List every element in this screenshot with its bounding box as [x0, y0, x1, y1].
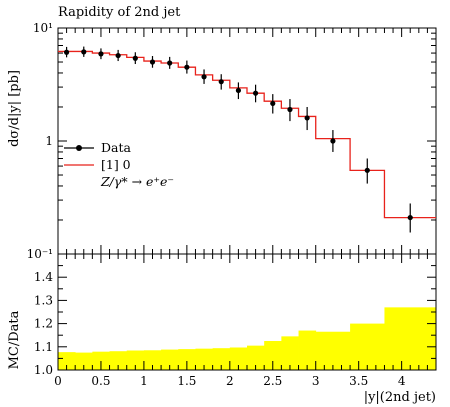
data-marker — [287, 106, 293, 113]
legend-data-marker — [76, 145, 82, 151]
main-y-tick-label: 10⁻¹ — [27, 247, 53, 261]
x-tick-label: 4 — [398, 374, 406, 388]
data-point — [270, 94, 276, 114]
main-x-ticks — [57, 28, 437, 254]
data-marker — [252, 90, 259, 96]
data-point — [115, 49, 121, 62]
data-marker — [167, 60, 173, 66]
ratio-x-ticks: 0 0.5 1 1.5 2 2.5 3 3.5 4 — [54, 254, 437, 388]
data-marker — [81, 49, 87, 55]
data-marker — [115, 52, 121, 59]
ratio-band-bin — [92, 351, 110, 370]
ratio-y-axis-label: MC/Data — [7, 310, 22, 369]
data-marker — [330, 138, 336, 144]
data-marker — [407, 214, 413, 221]
data-point — [184, 60, 190, 74]
ratio-band-bin — [315, 331, 351, 370]
ratio-band-bin — [298, 330, 317, 370]
ratio-band-bin — [264, 341, 282, 370]
data-marker — [98, 51, 104, 57]
ratio-band-bin — [58, 352, 76, 370]
legend-data-label: Data — [101, 140, 131, 155]
ratio-band-bin — [281, 336, 299, 370]
main-y-tick-label: 10¹ — [33, 21, 53, 35]
data-point — [235, 82, 242, 100]
main-plot: 10⁻¹ 1 10¹ dσ/d|y| [pb] Data [1] 0 Z/γ* → … — [7, 21, 437, 261]
data-marker — [184, 64, 190, 70]
main-y-axis-label: dσ/d|y| [pb] — [7, 70, 22, 147]
data-point — [218, 74, 224, 90]
ratio-band-bin — [126, 350, 145, 370]
ratio-band-bin — [247, 345, 265, 370]
x-tick-label: 0.5 — [91, 374, 110, 388]
ratio-y-tick-label: 1.4 — [34, 270, 53, 284]
ratio-band-bin — [109, 351, 128, 370]
data-marker — [364, 167, 370, 173]
ratio-band-bin — [229, 347, 248, 370]
data-point — [304, 106, 310, 131]
data-marker — [132, 55, 138, 61]
chart-title: Rapidity of 2nd jet — [58, 5, 181, 20]
main-y-ticks: 10⁻¹ 1 10¹ — [27, 21, 436, 261]
data-point — [81, 46, 87, 57]
data-marker — [304, 115, 310, 121]
ratio-band-bin — [178, 349, 196, 370]
x-tick-label: 1 — [140, 374, 148, 388]
ratio-band-bin — [384, 307, 437, 370]
data-point — [252, 84, 259, 103]
ratio-band-bin — [212, 348, 231, 370]
data-point — [132, 52, 138, 65]
ratio-plot: 1.0 1.1 1.2 1.3 1.4 0 0.5 1 1.5 2 2.5 3 3.5 4 MC/Dat… — [7, 253, 437, 405]
data-point — [167, 56, 173, 69]
main-y-tick-label: 1 — [45, 134, 53, 148]
data-marker — [201, 74, 207, 80]
ratio-band-bin — [350, 323, 385, 370]
main-series — [58, 46, 436, 233]
data-marker — [270, 100, 276, 107]
ratio-band-bin — [75, 352, 93, 370]
legend-process-label: Z/γ* → e⁺e⁻ — [100, 174, 174, 189]
ratio-band-bin — [143, 350, 162, 370]
data-point — [201, 69, 207, 84]
ratio-band — [58, 307, 437, 370]
mc-step-line — [58, 50, 436, 219]
data-point — [149, 56, 156, 68]
ratio-y-tick-label: 1.1 — [34, 340, 53, 354]
legend-mc-label: [1] 0 — [101, 157, 131, 172]
data-marker — [149, 59, 156, 65]
ratio-x-axis-label: |y|(2nd jet) — [364, 390, 436, 405]
x-tick-label: 2 — [226, 374, 234, 388]
legend: Data [1] 0 Z/γ* → e⁺e⁻ — [64, 140, 174, 189]
data-point — [330, 130, 336, 152]
data-point — [63, 46, 70, 58]
data-marker — [218, 79, 224, 85]
x-tick-label: 3.5 — [349, 374, 368, 388]
x-tick-label: 0 — [54, 374, 62, 388]
x-tick-label: 3 — [312, 374, 320, 388]
ratio-y-tick-label: 1.3 — [34, 293, 53, 307]
data-point — [287, 99, 293, 122]
ratio-y-ticks: 1.0 1.1 1.2 1.3 1.4 — [34, 253, 436, 377]
x-tick-label: 1.5 — [177, 374, 196, 388]
ratio-y-tick-label: 1.2 — [34, 317, 53, 331]
x-tick-label: 2.5 — [263, 374, 282, 388]
ratio-band-bin — [161, 349, 179, 370]
ratio-y-tick-label: 1.0 — [34, 363, 53, 377]
data-marker — [235, 87, 242, 94]
data-point — [407, 203, 413, 233]
data-point — [98, 48, 104, 60]
data-point — [364, 158, 370, 184]
ratio-band-bin — [195, 348, 214, 370]
data-marker — [63, 49, 70, 55]
